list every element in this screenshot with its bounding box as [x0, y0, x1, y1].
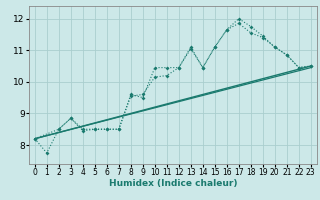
X-axis label: Humidex (Indice chaleur): Humidex (Indice chaleur) — [108, 179, 237, 188]
